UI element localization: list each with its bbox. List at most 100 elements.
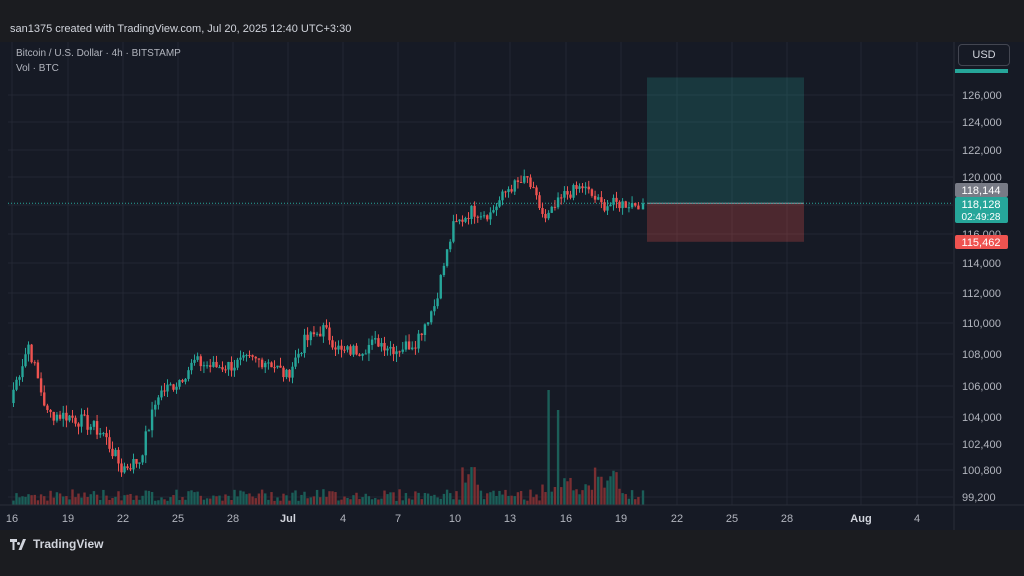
- volume-bar: [49, 490, 52, 505]
- candle-body: [294, 357, 297, 367]
- candle-body: [464, 217, 467, 222]
- time-tick-label: 4: [340, 513, 346, 525]
- volume-bar: [452, 499, 455, 505]
- candle-body: [52, 411, 55, 421]
- candle-body: [181, 380, 184, 382]
- volume-bar: [634, 499, 637, 505]
- volume-bar: [513, 496, 516, 505]
- candle-body: [218, 367, 221, 369]
- candle-body: [411, 347, 414, 350]
- volume-bar: [236, 496, 239, 505]
- candle-body: [190, 362, 193, 371]
- long-position-tool: [8, 77, 953, 242]
- candle-body: [439, 275, 442, 299]
- candle-body: [593, 195, 597, 200]
- volume-bar: [117, 491, 120, 505]
- candle-body: [264, 362, 267, 368]
- candle-body: [12, 389, 15, 404]
- volume-bar: [120, 500, 123, 505]
- volume-bar: [439, 498, 442, 505]
- candle-body: [309, 332, 312, 341]
- candle-body: [519, 181, 523, 183]
- candle-body: [288, 369, 291, 378]
- candle-body: [239, 357, 242, 360]
- volume-bar: [603, 487, 606, 505]
- candle-body: [395, 351, 398, 355]
- candle-body: [166, 384, 169, 392]
- volume-bar: [239, 490, 242, 505]
- volume-bar: [507, 495, 510, 505]
- volume-bar: [581, 490, 584, 505]
- volume-bar: [334, 492, 337, 505]
- candle-body: [49, 409, 52, 412]
- currency-button[interactable]: USD: [958, 44, 1010, 66]
- volume-bar: [486, 493, 489, 505]
- candle-body: [77, 423, 80, 427]
- price-label-countdown: 02:49:28: [962, 212, 1001, 223]
- volume-bar: [273, 500, 276, 505]
- volume-bar: [257, 493, 261, 505]
- candle-body: [467, 217, 470, 219]
- candle-body: [111, 448, 114, 457]
- volume-bar: [377, 499, 380, 505]
- candle-body: [132, 458, 135, 470]
- candle-body: [306, 334, 309, 341]
- candle-body: [597, 197, 600, 200]
- candle-body: [230, 361, 233, 371]
- price-tick-label: 106,000: [962, 381, 1002, 393]
- candle-body: [606, 206, 609, 211]
- volume-bar: [600, 476, 603, 505]
- price-tick-label: 110,000: [962, 318, 1001, 330]
- candle-body: [328, 327, 331, 341]
- candle-body: [398, 351, 401, 353]
- tradingview-logo-icon: [10, 538, 26, 550]
- volume-bar: [92, 491, 96, 505]
- time-tick-label: 25: [726, 513, 738, 525]
- volume-bar: [27, 494, 30, 505]
- volume-bar: [157, 500, 160, 505]
- time-tick-label: 4: [914, 513, 920, 525]
- volume-legend[interactable]: Vol · BTC: [16, 63, 59, 74]
- candle-body: [569, 194, 572, 198]
- volume-bar: [270, 492, 273, 505]
- candle-body: [343, 349, 346, 351]
- time-tick-label: 16: [560, 513, 572, 525]
- volume-bar: [111, 498, 114, 505]
- candle-body: [420, 333, 423, 335]
- candle-body: [578, 186, 581, 189]
- candle-body: [138, 462, 141, 464]
- time-axis: 16 19 22 25 28 Jul 4 7 10 13 16 19 22 25 28 Aug 4: [6, 513, 920, 525]
- time-tick-label: 19: [615, 513, 627, 525]
- candle-body: [380, 342, 383, 347]
- candle-body: [150, 409, 154, 431]
- candle-body: [160, 390, 163, 398]
- volume-bar: [33, 494, 36, 505]
- candle-body: [36, 362, 40, 379]
- volume-bar: [43, 496, 46, 505]
- symbol-legend[interactable]: Bitcoin / U.S. Dollar · 4h · BITSTAMP: [16, 48, 181, 59]
- candle-body: [538, 195, 541, 209]
- candle-body: [102, 433, 105, 435]
- candle-body: [43, 392, 46, 406]
- volume-bar: [12, 500, 15, 505]
- candle-body: [414, 347, 417, 349]
- volume-bar: [383, 490, 386, 505]
- volume-bar: [52, 497, 55, 505]
- volume-bar: [114, 496, 117, 505]
- price-tick-label: 124,000: [962, 117, 1002, 129]
- volume-bar: [264, 493, 267, 505]
- candle-body: [319, 333, 322, 337]
- volume-bar: [370, 499, 374, 505]
- volume-bar: [181, 497, 184, 505]
- volume-bar: [630, 490, 634, 505]
- candle-body: [233, 367, 236, 371]
- candle-body: [257, 358, 261, 360]
- volume-bar: [147, 490, 151, 505]
- candle-body: [367, 344, 371, 354]
- volume-bar: [569, 477, 572, 505]
- volume-bar: [99, 499, 102, 505]
- volume-bar: [349, 499, 352, 505]
- volume-bar: [58, 493, 62, 505]
- volume-bar: [346, 497, 349, 505]
